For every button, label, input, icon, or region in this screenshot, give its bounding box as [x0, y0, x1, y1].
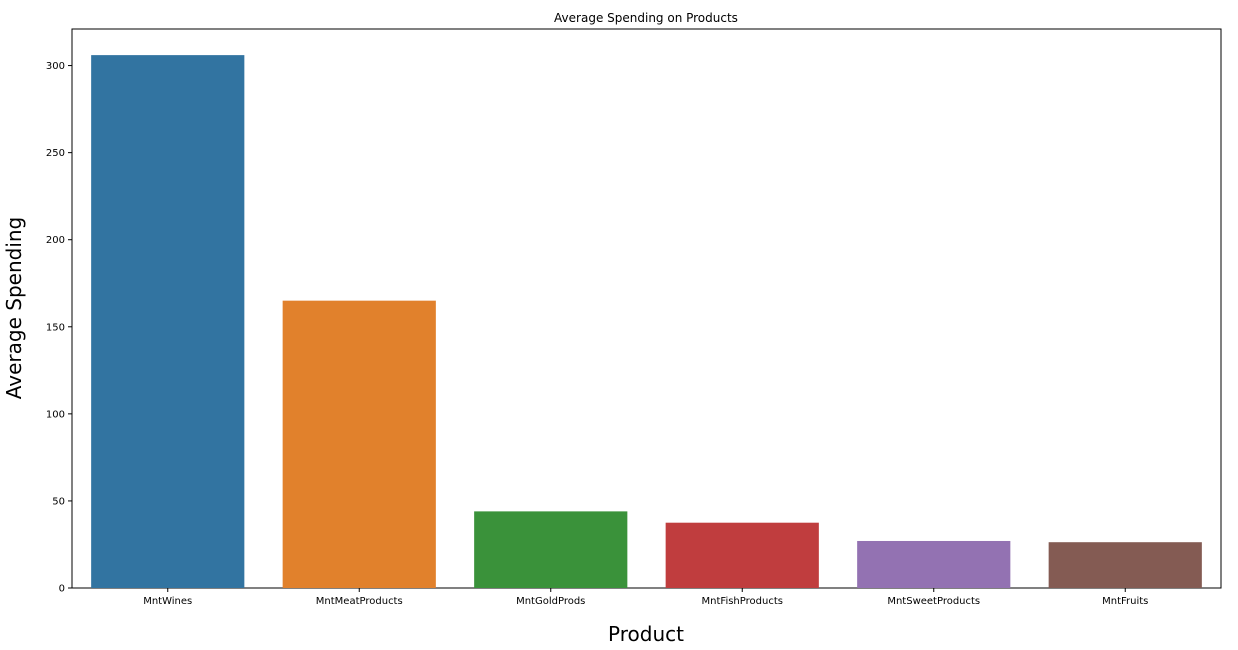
bar-MntFishProducts	[665, 522, 819, 588]
bar-MntMeatProducts	[282, 300, 436, 588]
bars-group	[91, 55, 1202, 588]
y-tick-label: 100	[46, 409, 65, 420]
y-tick-label: 50	[52, 496, 65, 507]
y-tick-label: 150	[46, 322, 65, 333]
y-axis-ticks: 0 50 100 150 200 250 300	[46, 61, 72, 595]
y-tick-label: 250	[46, 148, 65, 159]
x-tick-label: MntFruits	[1102, 596, 1148, 607]
x-tick-label: MntSweetProducts	[887, 596, 980, 607]
chart-title: Average Spending on Products	[554, 11, 738, 25]
y-tick-label: 300	[46, 61, 65, 72]
bar-MntGoldProds	[474, 511, 628, 588]
x-axis-label: Product	[608, 622, 684, 646]
y-axis-label: Average Spending	[2, 217, 26, 399]
plot-frame	[71, 28, 1222, 589]
x-tick-label: MntMeatProducts	[316, 596, 403, 607]
bar-MntFruits	[1048, 542, 1202, 588]
bar-MntWines	[91, 55, 245, 588]
y-tick-label: 0	[59, 584, 65, 595]
x-tick-label: MntGoldProds	[516, 596, 585, 607]
bar-MntSweetProducts	[857, 540, 1011, 588]
x-tick-label: MntWines	[143, 596, 192, 607]
y-tick-label: 200	[46, 235, 65, 246]
x-axis-ticks: MntWines MntMeatProducts MntGoldProds MntFi…	[143, 588, 1148, 607]
x-tick-label: MntFishProducts	[702, 596, 783, 607]
